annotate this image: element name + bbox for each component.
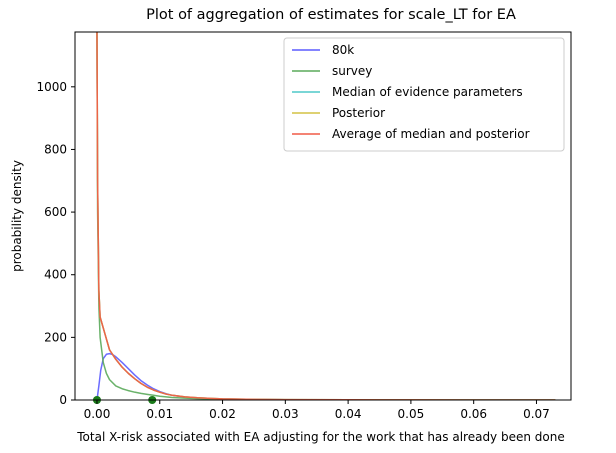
- x-axis-label: Total X-risk associated with EA adjustin…: [76, 430, 564, 444]
- x-tick-label: 0.02: [209, 407, 236, 421]
- y-axis-label: probability density: [10, 160, 24, 272]
- x-tick-label: 0.00: [84, 407, 111, 421]
- legend-entry: Median of evidence parameters: [332, 85, 523, 99]
- y-tick-label: 0: [59, 393, 67, 407]
- y-tick-label: 400: [44, 268, 67, 282]
- x-tick-label: 0.07: [523, 407, 550, 421]
- legend-entry: Average of median and posterior: [332, 127, 530, 141]
- y-axis: 0 200 400 600 800 1000: [36, 80, 75, 407]
- y-tick-label: 800: [44, 142, 67, 156]
- chart-title: Plot of aggregation of estimates for sca…: [146, 7, 516, 23]
- x-tick-label: 0.04: [335, 407, 362, 421]
- x-tick-label: 0.05: [398, 407, 425, 421]
- y-tick-label: 1000: [36, 80, 67, 94]
- legend-entry: survey: [332, 64, 372, 78]
- x-axis: 0.00 0.01 0.02 0.03 0.04 0.05 0.06 0.07: [84, 400, 550, 421]
- x-tick-label: 0.06: [460, 407, 487, 421]
- y-tick-label: 200: [44, 330, 67, 344]
- x-tick-label: 0.03: [272, 407, 299, 421]
- legend-entry: 80k: [332, 43, 354, 57]
- y-tick-label: 600: [44, 205, 67, 219]
- x-tick-label: 0.01: [146, 407, 173, 421]
- legend: 80k survey Median of evidence parameters Po…: [283, 37, 565, 152]
- legend-entry: Posterior: [332, 106, 385, 120]
- axes-spine: [74, 31, 572, 401]
- legend-box: [283, 37, 565, 152]
